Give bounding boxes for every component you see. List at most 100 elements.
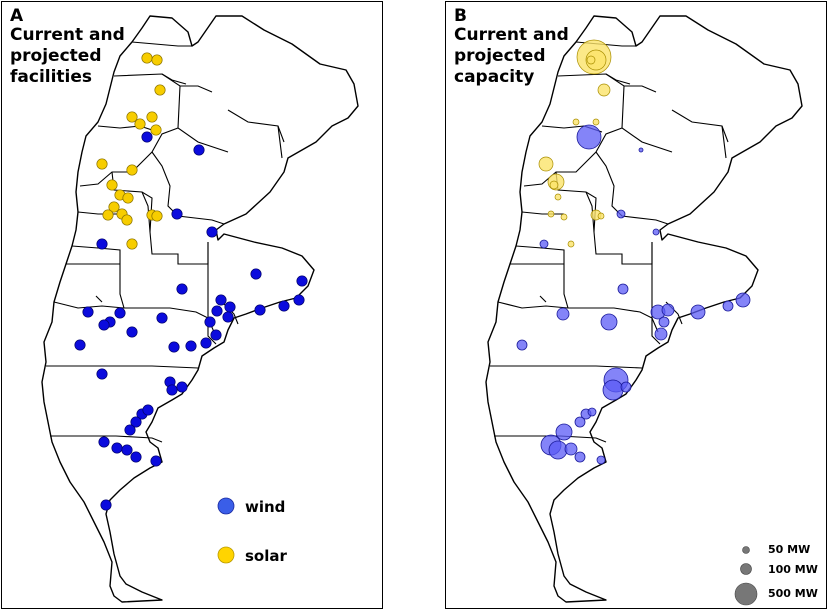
wind-facility-marker — [296, 275, 308, 287]
province-border — [151, 151, 225, 225]
province-border — [671, 109, 729, 143]
province-border — [227, 109, 285, 143]
size-legend-50: 50 MW — [768, 543, 811, 556]
wind-facility-marker — [130, 451, 142, 463]
province-border — [141, 191, 151, 233]
solar-facility-marker — [122, 192, 134, 204]
wind-capacity-bubble — [548, 440, 568, 460]
wind-facility-marker — [98, 436, 110, 448]
wind-facility-marker — [130, 416, 142, 428]
wind-capacity-bubble — [690, 304, 706, 320]
wind-legend-label: wind — [245, 498, 286, 516]
size-100-marker — [740, 563, 752, 575]
solar-capacity-bubble — [560, 213, 568, 221]
solar-legend-label: solar — [245, 547, 287, 565]
solar-facility-marker — [151, 54, 163, 66]
wind-facility-marker — [150, 455, 162, 467]
province-border — [111, 171, 209, 265]
solar-facility-marker — [126, 164, 138, 176]
size-500-marker — [734, 582, 758, 606]
wind-facility-marker — [278, 300, 290, 312]
size-50-marker — [742, 546, 750, 554]
solar-facility-marker — [106, 179, 118, 191]
province-border — [161, 73, 187, 85]
solar-capacity-bubble — [585, 49, 607, 71]
wind-facility-marker — [250, 268, 262, 280]
province-border — [555, 171, 653, 265]
solar-facility-marker — [150, 124, 162, 136]
wind-capacity-bubble — [722, 300, 734, 312]
province-border — [277, 125, 283, 159]
size-legend-100: 100 MW — [768, 563, 818, 576]
province-border — [605, 73, 631, 85]
country-shape — [485, 15, 803, 603]
solar-legend-marker — [217, 546, 235, 564]
wind-capacity-bubble — [576, 124, 602, 150]
province-border — [494, 435, 607, 443]
wind-capacity-bubble — [574, 416, 586, 428]
province-border — [97, 125, 159, 133]
wind-facility-marker — [111, 442, 123, 454]
wind-capacity-bubble — [654, 327, 668, 341]
province-border — [595, 151, 669, 225]
argentina-map-b — [485, 15, 803, 603]
wind-facility-marker — [100, 499, 112, 511]
solar-capacity-bubble — [572, 118, 580, 126]
solar-capacity-bubble — [538, 156, 554, 172]
wind-capacity-bubble — [735, 292, 751, 308]
solar-capacity-bubble — [567, 240, 575, 248]
wind-capacity-bubble — [564, 442, 578, 456]
country-outline — [41, 15, 359, 603]
size-legend-markers — [734, 546, 758, 606]
wind-capacity-bubble — [617, 283, 629, 295]
wind-facility-marker — [82, 306, 94, 318]
wind-facility-marker — [193, 144, 205, 156]
argentina-map-a — [41, 15, 359, 603]
panel-b-capacity: B Current and projected capacity 50 MW 1… — [445, 1, 827, 609]
wind-capacity-bubble — [661, 303, 675, 317]
wind-facility-marker — [204, 316, 216, 328]
wind-facility-marker — [200, 337, 212, 349]
solar-capacity-bubble — [547, 210, 555, 218]
solar-facility-marker — [126, 111, 138, 123]
wind-facility-marker — [168, 341, 180, 353]
wind-facility-marker — [114, 307, 126, 319]
solar-capacity-bubble — [597, 83, 611, 97]
size-legend-500: 500 MW — [768, 587, 818, 600]
province-border — [131, 41, 192, 47]
province-border — [585, 191, 595, 233]
province-border — [621, 85, 673, 153]
province-border — [177, 85, 229, 153]
wind-facility-marker — [156, 312, 168, 324]
solar-capacity-bubble — [586, 55, 596, 65]
panel-b-letter: B — [454, 6, 467, 26]
wind-facility-marker — [126, 326, 138, 338]
panel-b-title: Current and projected capacity — [454, 25, 569, 87]
wind-facility-marker — [142, 404, 154, 416]
solar-facility-marker — [126, 238, 138, 250]
wind-facility-marker — [206, 226, 218, 238]
wind-capacity-bubble — [555, 423, 573, 441]
solar-facility-marker — [151, 210, 163, 222]
province-border — [50, 435, 163, 443]
wind-capacity-bubble — [620, 381, 632, 393]
wind-facility-marker — [166, 384, 178, 396]
wind-capacity-bubble — [600, 313, 618, 331]
province-border — [46, 365, 199, 369]
wind-capacity-bubble — [596, 455, 606, 465]
country-outline — [485, 15, 803, 603]
wind-capacity-bubble — [556, 307, 570, 321]
solar-facility-marker — [134, 118, 146, 130]
province-border — [95, 295, 103, 303]
wind-capacity-bubble — [516, 339, 528, 351]
panel-a-facilities: A Current and projected facilities wind … — [1, 1, 383, 609]
province-border — [207, 242, 217, 345]
wind-facility-marker — [224, 301, 236, 313]
wind-facility-marker — [124, 424, 136, 436]
province-border — [515, 245, 565, 264]
wind-facility-marker — [293, 294, 305, 306]
wind-capacity-bubble — [616, 209, 626, 219]
wind-capacity-bubble — [658, 316, 670, 328]
solar-facility-marker — [154, 84, 166, 96]
solar-capacity-bubble — [554, 193, 562, 201]
